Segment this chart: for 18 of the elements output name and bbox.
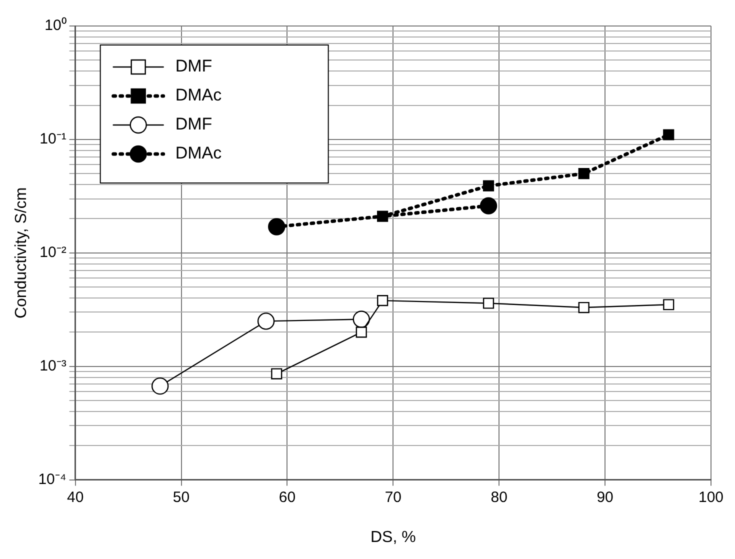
x-tick-label: 100: [698, 488, 724, 506]
x-tick-label: 90: [596, 488, 614, 506]
y-tick-label: 10⁻⁴: [38, 470, 66, 488]
y-tick-label: 10⁻³: [40, 357, 66, 374]
y-tick-label: 10⁻¹: [40, 130, 66, 148]
legend-label: DMF: [175, 56, 212, 76]
y-tick-label: 10⁰: [44, 17, 66, 34]
x-tick-label: 40: [66, 488, 84, 506]
x-axis-title: DS, %: [370, 528, 416, 546]
y-axis-title: Conductivity, S/cm: [13, 187, 30, 319]
x-tick-label: 50: [172, 488, 190, 506]
x-tick-label: 70: [384, 488, 402, 506]
x-tick-label: 80: [490, 488, 508, 506]
y-tick-label: 10⁻²: [40, 244, 66, 262]
legend-label: DMF: [175, 114, 212, 134]
x-tick-label: 60: [278, 488, 296, 506]
legend-label: DMAc: [175, 144, 222, 163]
legend-label: DMAc: [175, 86, 222, 105]
